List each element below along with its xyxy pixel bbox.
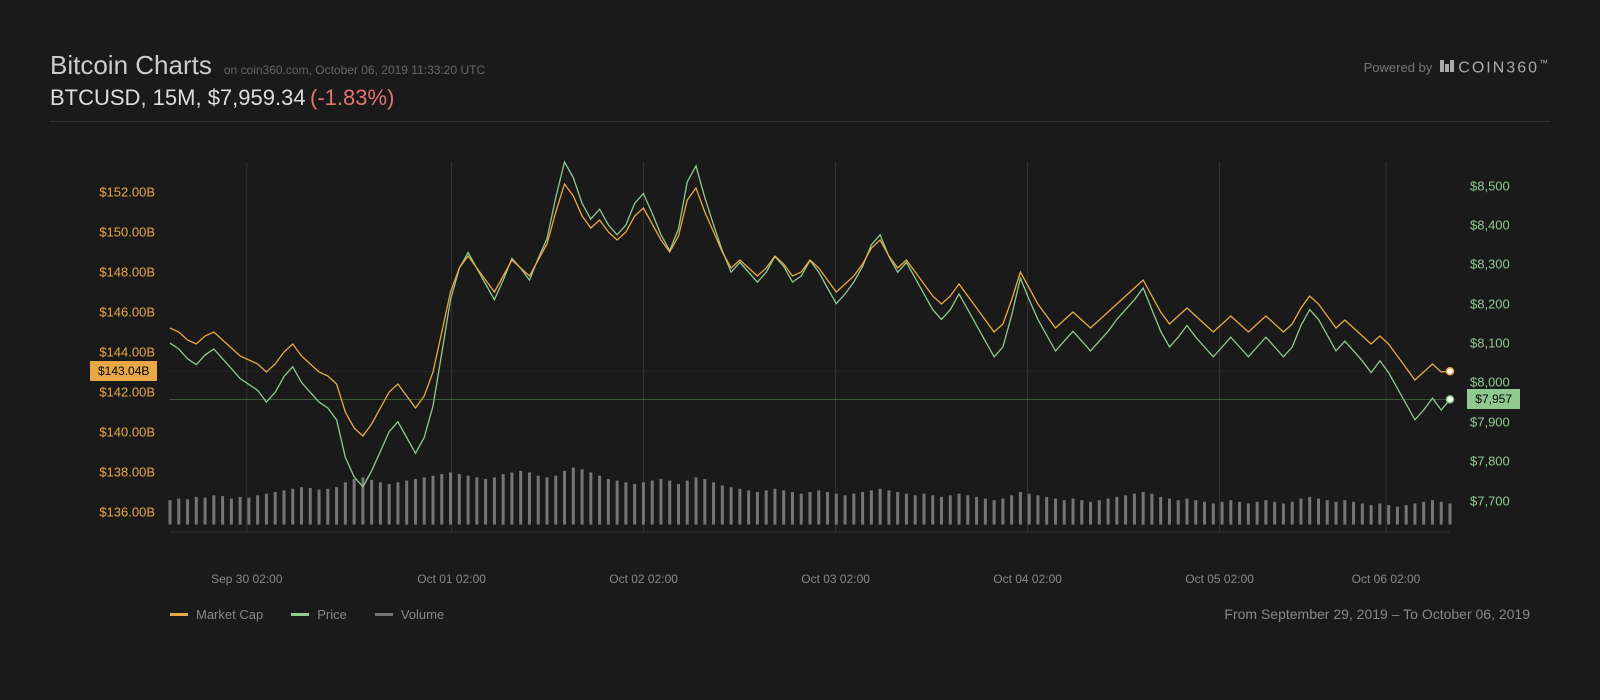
price-badge: $7,957 <box>1467 389 1520 409</box>
date-range: From September 29, 2019 – To October 06,… <box>1224 606 1530 622</box>
y-right-tick: $7,900 <box>1470 414 1510 429</box>
y-left-tick: $150.00B <box>99 225 155 240</box>
y-right-tick: $8,000 <box>1470 375 1510 390</box>
y-left-tick: $146.00B <box>99 305 155 320</box>
y-left-tick: $138.00B <box>99 465 155 480</box>
powered-by-label: Powered by <box>1364 60 1433 75</box>
legend-swatch <box>170 613 188 616</box>
page-title: Bitcoin Charts <box>50 50 212 81</box>
pair-price: BTCUSD, 15M, $7,959.34 <box>50 85 306 110</box>
y-left-tick: $136.00B <box>99 505 155 520</box>
y-right-tick: $7,700 <box>1470 493 1510 508</box>
source-subtitle: on coin360.com, October 06, 2019 11:33:2… <box>224 63 485 77</box>
legend-label: Volume <box>401 607 444 622</box>
y-right-tick: $7,800 <box>1470 454 1510 469</box>
marketcap-badge: $143.04B <box>90 361 157 381</box>
y-right-tick: $8,400 <box>1470 217 1510 232</box>
y-right-tick: $8,100 <box>1470 336 1510 351</box>
title-block: Bitcoin Charts on coin360.com, October 0… <box>50 50 485 111</box>
legend-item[interactable]: Price <box>291 606 347 622</box>
y-right-tick: $8,300 <box>1470 257 1510 272</box>
x-tick: Sep 30 02:00 <box>211 572 282 586</box>
x-tick: Oct 04 02:00 <box>993 572 1062 586</box>
y-left-tick: $148.00B <box>99 265 155 280</box>
y-right-tick: $8,200 <box>1470 296 1510 311</box>
y-left-tick: $152.00B <box>99 185 155 200</box>
chart-area[interactable]: $152.00B $150.00B $148.00B $146.00B $144.00B… <box>50 152 1550 592</box>
legend-swatch <box>375 613 393 616</box>
legend-swatch <box>291 613 309 616</box>
legend-row: Market Cap Price Volume From September 29,… <box>50 606 1550 622</box>
x-tick: Oct 03 02:00 <box>801 572 870 586</box>
brand-logo[interactable]: COIN360™ <box>1440 58 1550 77</box>
chart-svg <box>50 152 1550 592</box>
legend-label: Market Cap <box>196 607 263 622</box>
legend-item[interactable]: Market Cap <box>170 606 263 622</box>
x-tick: Oct 06 02:00 <box>1352 572 1421 586</box>
chart-container: Bitcoin Charts on coin360.com, October 0… <box>0 0 1600 700</box>
legend-items: Market Cap Price Volume <box>170 606 444 622</box>
y-left-tick: $142.00B <box>99 385 155 400</box>
legend-item[interactable]: Volume <box>375 606 444 622</box>
brand-text: COIN360 <box>1458 59 1539 76</box>
y-right-axis: $8,500$8,400$8,300$8,200$8,100$8,000$7,9… <box>1470 152 1550 592</box>
y-left-tick: $140.00B <box>99 425 155 440</box>
brand-icon <box>1440 60 1454 72</box>
change-percent: (-1.83%) <box>310 85 394 110</box>
y-right-tick: $8,500 <box>1470 178 1510 193</box>
legend-label: Price <box>317 607 347 622</box>
x-tick: Oct 05 02:00 <box>1185 572 1254 586</box>
divider <box>50 121 1550 122</box>
powered-by: Powered by COIN360™ <box>1364 58 1550 77</box>
x-tick: Oct 01 02:00 <box>417 572 486 586</box>
y-left-tick: $144.00B <box>99 345 155 360</box>
x-tick: Oct 02 02:00 <box>609 572 678 586</box>
header: Bitcoin Charts on coin360.com, October 0… <box>50 50 1550 111</box>
